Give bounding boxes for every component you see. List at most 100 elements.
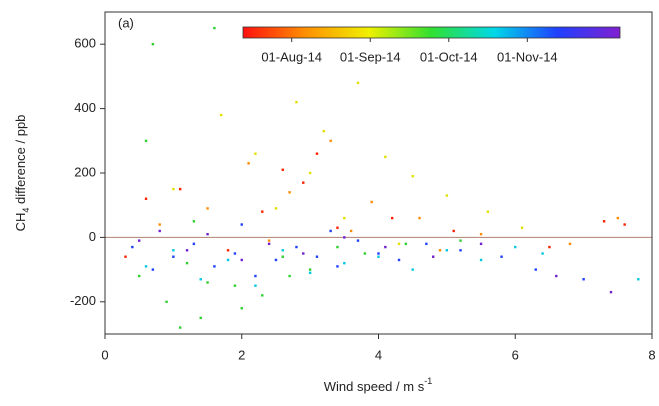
point <box>172 187 175 191</box>
point <box>247 162 250 165</box>
point <box>137 274 141 278</box>
point <box>541 252 544 255</box>
point <box>220 113 223 117</box>
x-tick-label: 2 <box>238 347 245 362</box>
point <box>404 242 408 246</box>
point <box>582 278 585 281</box>
point <box>226 249 230 252</box>
y-tick-label: -200 <box>70 293 96 308</box>
point <box>500 255 503 258</box>
point <box>411 175 414 178</box>
point <box>131 245 134 249</box>
colorbar-tick-label: 01-Oct-14 <box>420 49 478 64</box>
point <box>363 252 367 255</box>
point <box>206 281 209 284</box>
y-tick-label: 200 <box>74 164 96 179</box>
point <box>254 152 257 155</box>
point <box>445 194 449 197</box>
point <box>445 249 449 252</box>
point <box>568 242 572 246</box>
point <box>637 278 640 281</box>
point <box>486 210 490 213</box>
point <box>124 255 127 258</box>
point <box>459 239 462 242</box>
point <box>254 274 257 278</box>
point <box>274 258 278 262</box>
y-axis-label: CH4 difference / ppb <box>13 115 31 232</box>
point <box>302 181 305 184</box>
point <box>165 300 168 303</box>
point <box>137 239 141 242</box>
point <box>308 171 312 175</box>
point <box>356 239 360 242</box>
point <box>479 232 483 236</box>
point <box>295 100 298 104</box>
point <box>377 252 380 255</box>
point <box>172 249 175 252</box>
y-tick-label: 400 <box>74 100 96 115</box>
point <box>254 284 257 287</box>
point <box>226 258 230 262</box>
point <box>233 252 237 255</box>
point <box>158 229 161 233</box>
point <box>192 242 196 246</box>
point <box>623 223 626 226</box>
point <box>144 265 148 268</box>
point <box>390 216 394 220</box>
point <box>240 223 243 226</box>
point <box>281 168 284 171</box>
x-tick-label: 4 <box>375 347 382 362</box>
point <box>206 207 209 210</box>
point <box>281 255 284 258</box>
point <box>172 255 175 258</box>
point <box>315 152 319 155</box>
point <box>240 307 243 310</box>
point <box>343 216 346 220</box>
point <box>329 229 332 233</box>
point <box>514 245 517 249</box>
point <box>432 255 435 258</box>
point <box>158 223 161 226</box>
x-axis-label: Wind speed / m s-1 <box>324 376 432 394</box>
point <box>288 191 291 194</box>
point <box>288 274 291 278</box>
point <box>240 258 243 262</box>
point <box>425 242 428 246</box>
point <box>336 226 339 229</box>
point <box>384 245 387 249</box>
x-tick-label: 8 <box>648 347 655 362</box>
point <box>206 232 209 236</box>
point <box>315 255 319 258</box>
y-tick-label: 0 <box>89 229 96 244</box>
point <box>418 216 421 220</box>
point <box>308 271 312 275</box>
point <box>438 249 442 252</box>
point <box>602 220 606 223</box>
point <box>267 242 271 246</box>
point <box>192 220 196 223</box>
point <box>144 139 148 142</box>
point <box>609 290 613 294</box>
point <box>199 316 202 320</box>
point <box>267 239 271 242</box>
point <box>233 284 237 287</box>
point <box>397 242 401 246</box>
point <box>520 226 524 229</box>
point <box>356 81 360 85</box>
y-tick-label: 600 <box>74 36 96 51</box>
point <box>411 268 414 271</box>
point <box>343 261 346 265</box>
point <box>479 258 483 262</box>
point <box>534 268 537 271</box>
colorbar <box>242 26 621 39</box>
point <box>199 278 202 281</box>
colorbar-tick-label: 01-Aug-14 <box>261 49 322 64</box>
point <box>377 255 380 258</box>
point <box>452 229 455 233</box>
point <box>336 265 339 268</box>
y-label-rest: difference / ppb <box>13 115 28 208</box>
panel-label: (a) <box>118 15 134 30</box>
point <box>322 129 325 133</box>
point <box>144 197 148 200</box>
